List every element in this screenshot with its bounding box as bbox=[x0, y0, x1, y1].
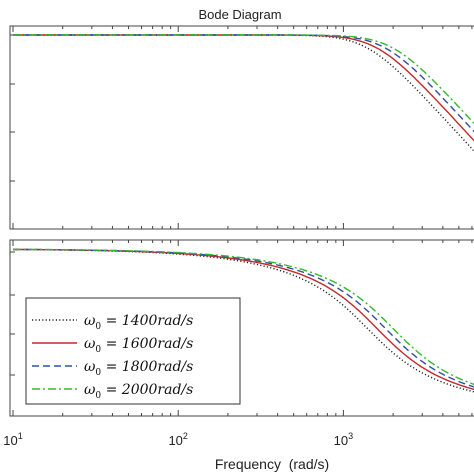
magnitude-axis-ticks bbox=[10, 26, 473, 229]
magnitude-plot-frame bbox=[9, 25, 474, 230]
chart-title: Bode Diagram bbox=[198, 7, 281, 22]
legend-label-1: ω0 = 1600rad/s bbox=[84, 336, 193, 355]
x-axis-label: Frequency (rad/s) bbox=[215, 456, 329, 472]
magnitude-panel bbox=[9, 25, 474, 230]
legend: ω0 = 1400rad/s ω0 = 1600rad/s ω0 = 1800rad… bbox=[25, 297, 241, 405]
phase-axis-ticks bbox=[10, 240, 473, 416]
magnitude-series-line-0 bbox=[13, 34, 474, 153]
legend-box bbox=[25, 297, 241, 405]
x-tick-labels: 101 102 103 bbox=[3, 431, 353, 448]
phase-series bbox=[12, 248, 474, 393]
phase-panel bbox=[9, 239, 474, 417]
phase-plot-frame bbox=[9, 239, 474, 417]
phase-series-line-3 bbox=[13, 248, 474, 386]
magnitude-series-line-2 bbox=[13, 34, 474, 133]
magnitude-series-line-1 bbox=[13, 34, 474, 142]
legend-label-2: ω0 = 1800rad/s bbox=[84, 359, 193, 378]
phase-series-line-2 bbox=[13, 248, 474, 388]
legend-label-3: ω0 = 2000rad/s bbox=[84, 382, 193, 401]
magnitude-series bbox=[13, 34, 474, 153]
x-tick-label: 102 bbox=[168, 431, 187, 448]
x-tick-label: 103 bbox=[334, 431, 353, 448]
magnitude-series-line-3 bbox=[13, 34, 474, 125]
legend-label-0: ω0 = 1400rad/s bbox=[84, 313, 193, 332]
x-tick-label: 101 bbox=[3, 431, 22, 448]
